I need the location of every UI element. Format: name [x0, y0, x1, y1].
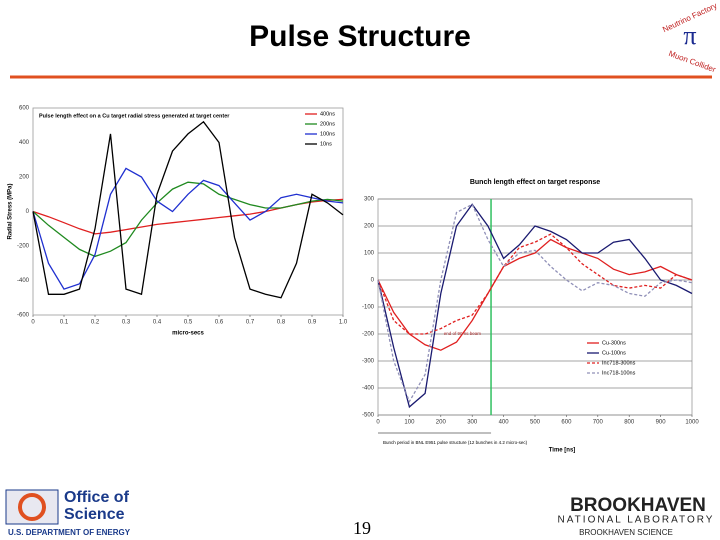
x-tick-label: 1000 [685, 420, 699, 426]
legend-label: Inc718-100ns [602, 370, 636, 376]
y-tick-label: 300 [364, 197, 375, 203]
x-tick-label: 1.0 [339, 320, 348, 326]
series-line [377, 203, 693, 403]
x-tick-label: 0.3 [122, 320, 131, 326]
logo-ring [18, 493, 46, 521]
logo-text: Muon Collider [667, 49, 717, 74]
x-tick-label: 0.2 [91, 320, 100, 326]
x-tick-label: 0.1 [60, 320, 69, 326]
x-tick-label: 700 [593, 420, 604, 426]
x-tick-label: 900 [656, 420, 667, 426]
chart-title: Pulse length effect on a Cu target radia… [39, 113, 230, 119]
x-tick-label: 800 [624, 420, 635, 426]
y-tick-label: -200 [17, 244, 30, 250]
slide-title: Pulse Structure [249, 20, 471, 53]
x-axis-label: micro-secs [172, 331, 204, 337]
bnl-tag: BROOKHAVEN SCIENCE [579, 528, 673, 537]
x-tick-label: 0.7 [246, 320, 255, 326]
logo-text: Office of [64, 489, 130, 506]
y-tick-label: -300 [362, 359, 375, 365]
y-tick-label: 400 [19, 140, 30, 146]
x-tick-label: 100 [404, 420, 415, 426]
doe-logo: Office of Science U.S. DEPARTMENT OF ENE… [5, 489, 131, 537]
legend-label: 100ns [320, 131, 335, 137]
x-tick-label: 200 [436, 420, 447, 426]
y-tick-label: -200 [362, 332, 375, 338]
x-tick-label: 300 [467, 420, 478, 426]
x-tick-label: 0.5 [184, 320, 193, 326]
series-line [377, 203, 693, 409]
legend-label: Cu-300ns [602, 340, 626, 346]
series-line [32, 167, 344, 290]
series-line [32, 181, 344, 258]
logo-text: Science [64, 506, 125, 523]
y-tick-label: -400 [362, 386, 375, 392]
logo-pi: π [683, 21, 696, 50]
annotation: Bunch period in BNL E951 pulse structure… [383, 440, 528, 445]
y-tick-label: 600 [19, 106, 30, 112]
top-logo: Neutrino Factory π Muon Collider [661, 1, 718, 74]
legend-label: 200ns [320, 121, 335, 127]
x-axis-label: Time [ns] [549, 448, 576, 454]
y-tick-label: -100 [362, 305, 375, 311]
x-tick-label: 0.6 [215, 320, 224, 326]
y-tick-label: -500 [362, 413, 375, 419]
bnl-sub: NATIONAL LABORATORY [558, 515, 715, 526]
y-tick-label: -400 [17, 278, 30, 284]
x-tick-label: 0.9 [308, 320, 317, 326]
y-axis-label: Radial Stress (MPa) [8, 183, 14, 239]
page-number: 19 [353, 518, 371, 538]
chart-title: Bunch length effect on target response [470, 179, 600, 186]
bnl-name: BROOKHAVEN [570, 495, 706, 516]
y-tick-label: 200 [19, 175, 30, 181]
y-tick-label: 0 [371, 278, 375, 284]
x-tick-label: 600 [561, 420, 572, 426]
y-tick-label: 0 [26, 209, 30, 215]
x-tick-label: 0.8 [277, 320, 286, 326]
annotation: end of 90 ns beam [444, 331, 482, 336]
plot-frame [32, 107, 344, 316]
series-line [377, 233, 693, 335]
legend-label: 400ns [320, 111, 335, 117]
y-tick-label: 100 [364, 251, 375, 257]
logo-text: U.S. DEPARTMENT OF ENERGY [8, 528, 131, 537]
x-tick-label: 500 [530, 420, 541, 426]
legend-label: 10ns [320, 141, 332, 147]
x-tick-label: 400 [499, 420, 510, 426]
legend-label: Inc718-300ns [602, 360, 636, 366]
x-tick-label: 0 [31, 320, 35, 326]
y-tick-label: 200 [364, 224, 375, 230]
y-tick-label: -600 [17, 313, 30, 319]
x-tick-label: 0.4 [153, 320, 162, 326]
legend-label: Cu-100ns [602, 350, 626, 356]
series-line [32, 120, 344, 299]
x-tick-label: 0 [376, 420, 380, 426]
